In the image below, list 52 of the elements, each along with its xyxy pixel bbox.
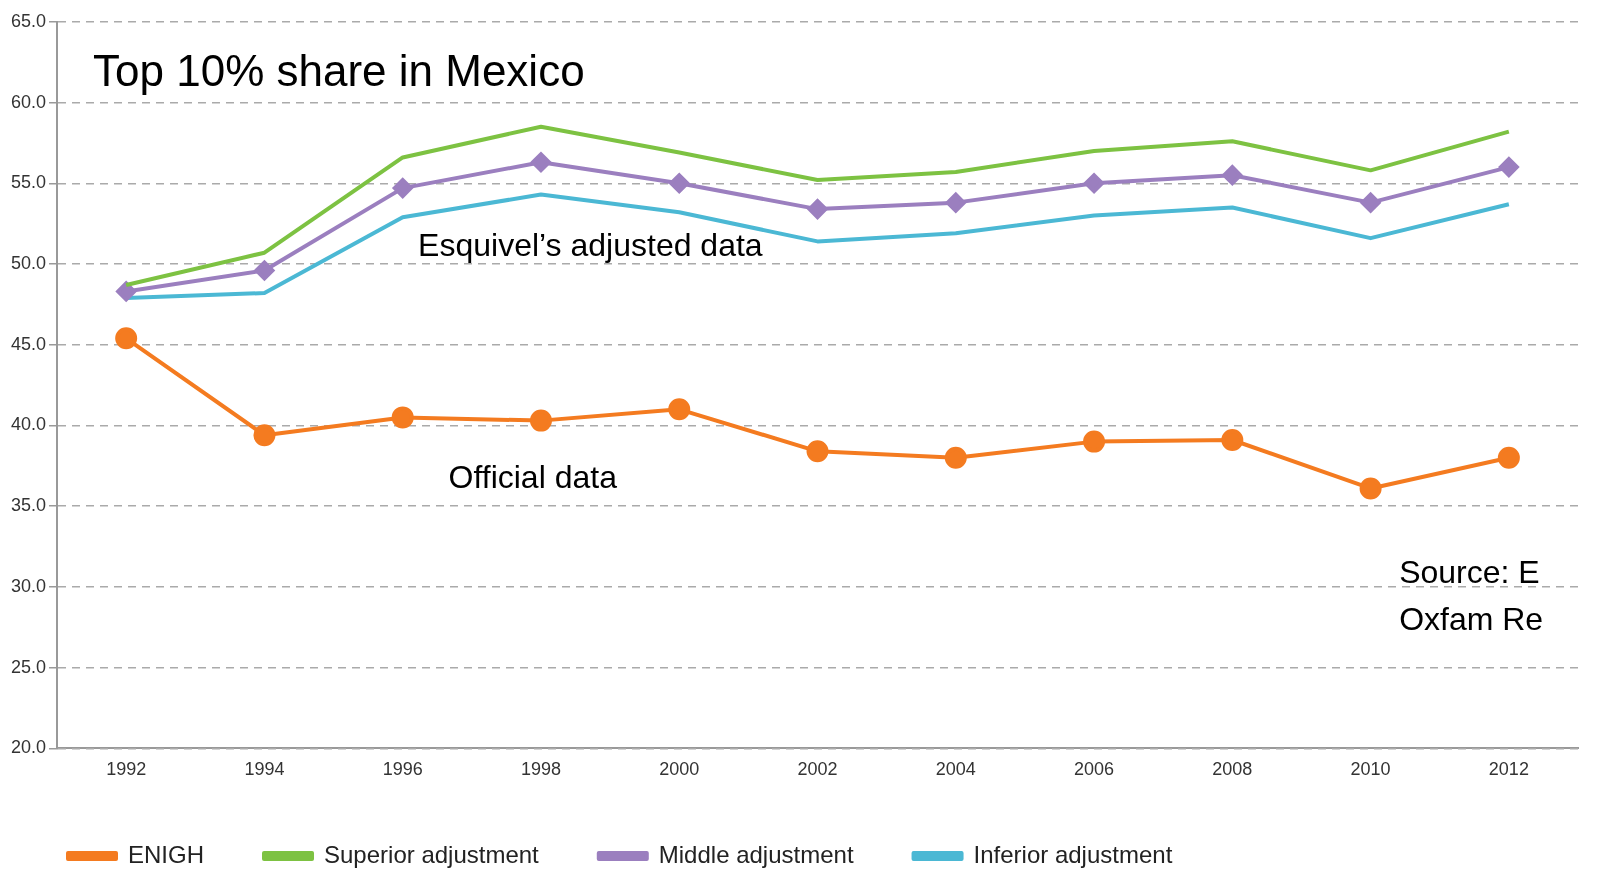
- x-tick-label: 1992: [106, 759, 147, 780]
- annotation: Source: E: [1399, 553, 1540, 590]
- point: [254, 260, 275, 281]
- x-tick-label: 2010: [1350, 759, 1391, 780]
- point: [1083, 430, 1106, 453]
- legend-label: ENIGH: [128, 840, 205, 868]
- point: [391, 406, 414, 429]
- point: [1084, 173, 1105, 194]
- point: [116, 281, 137, 302]
- x-tick-label: 2004: [935, 759, 976, 780]
- point: [669, 173, 690, 194]
- y-tick-label: 60.0: [10, 91, 47, 112]
- x-tick-label: 2000: [659, 759, 700, 780]
- point: [115, 327, 138, 350]
- y-tick-label: 45.0: [10, 333, 47, 354]
- x-tick-label: 2012: [1488, 759, 1529, 780]
- point: [1222, 165, 1243, 186]
- y-tick-label: 25.0: [10, 656, 47, 677]
- y-tick-label: 50.0: [10, 252, 47, 273]
- x-tick-label: 2002: [797, 759, 838, 780]
- x-tick-label: 1994: [244, 759, 285, 780]
- point: [1498, 157, 1519, 178]
- legend-label: Superior adjustment: [324, 840, 540, 868]
- text: Top 10% share in Mexico: [93, 45, 585, 95]
- annotation: Official data: [448, 459, 618, 496]
- legend-label: Middle adjustment: [658, 840, 854, 868]
- x-tick-label: 1998: [520, 759, 561, 780]
- point: [530, 152, 551, 173]
- x-tick-label: 2008: [1212, 759, 1253, 780]
- annotation: Esquivel’s adjusted data: [418, 226, 763, 263]
- point: [945, 192, 966, 213]
- point: [806, 440, 829, 463]
- annotation: Oxfam Re: [1399, 601, 1544, 638]
- point: [1360, 192, 1381, 213]
- y-tick-label: 20.0: [10, 737, 47, 758]
- legend-label: Inferior adjustment: [973, 840, 1173, 868]
- point: [392, 178, 413, 199]
- point: [1221, 429, 1244, 451]
- point: [807, 199, 828, 220]
- point: [253, 424, 276, 447]
- y-tick-label: 40.0: [10, 414, 47, 435]
- y-tick-label: 35.0: [10, 495, 47, 516]
- point: [529, 409, 552, 432]
- point: [668, 398, 691, 421]
- y-tick-label: 55.0: [10, 172, 47, 193]
- x-tick-label: 1996: [382, 759, 423, 780]
- y-tick-label: 65.0: [10, 10, 47, 31]
- y-tick-label: 30.0: [10, 575, 47, 596]
- point: [1359, 477, 1382, 500]
- point: [944, 446, 967, 469]
- point: [1497, 446, 1520, 469]
- x-tick-label: 2006: [1074, 759, 1115, 780]
